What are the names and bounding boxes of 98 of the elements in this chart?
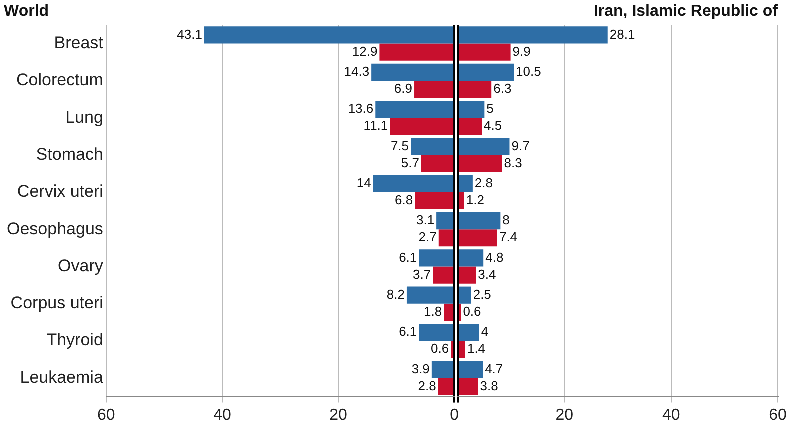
- data-label: 2.8: [418, 378, 436, 394]
- bar: [438, 378, 454, 396]
- bar: [433, 266, 454, 284]
- bar: [432, 361, 454, 378]
- bar: [459, 138, 510, 156]
- x-tick-label: 60: [98, 406, 116, 424]
- y-tick-label: Oesophagus: [7, 219, 104, 238]
- data-label: 6.1: [399, 250, 418, 265]
- data-label: 9.9: [512, 44, 531, 59]
- chart-title: Iran, Islamic Republic of: [594, 3, 779, 20]
- bar: [459, 212, 501, 230]
- data-label: 3.9: [412, 361, 430, 376]
- bar: [376, 101, 454, 118]
- data-label: 9.7: [512, 138, 530, 154]
- data-label: 3.1: [416, 212, 435, 228]
- data-label: 10.5: [516, 64, 542, 79]
- data-label: 6.3: [494, 81, 512, 96]
- data-label: 8.2: [386, 286, 405, 302]
- bar: [372, 64, 454, 81]
- y-tick-label: Leukaemia: [20, 368, 104, 387]
- data-label: 0.6: [430, 341, 450, 356]
- y-tick-label: Lung: [66, 108, 104, 127]
- y-tick-label: Cervix uteri: [17, 182, 104, 202]
- data-label: 5: [486, 101, 494, 116]
- bar: [459, 26, 608, 44]
- data-label: 6.9: [394, 81, 413, 96]
- data-label: 8: [502, 212, 510, 228]
- data-label: 4.8: [486, 250, 504, 265]
- data-label: 1.2: [466, 192, 484, 208]
- data-label: 3.8: [480, 378, 498, 394]
- x-tick-label: 40: [214, 406, 232, 424]
- bar: [444, 304, 454, 321]
- y-tick-label: Colorectum: [16, 70, 104, 90]
- data-label: 12.9: [352, 44, 378, 59]
- bar: [406, 286, 454, 304]
- data-label: 6.8: [395, 192, 414, 208]
- x-tick-label: 0: [450, 406, 460, 424]
- bar: [459, 44, 511, 61]
- bar: [459, 324, 480, 342]
- y-tick-label: Stomach: [36, 144, 104, 164]
- data-label: 6.1: [399, 324, 418, 340]
- bar: [459, 341, 466, 358]
- data-label: 8.3: [504, 155, 522, 170]
- bar: [438, 230, 454, 247]
- data-label: 11.1: [364, 118, 388, 134]
- y-tick-label: Breast: [54, 33, 104, 52]
- bar: [451, 341, 454, 358]
- x-tick-label: 20: [556, 406, 574, 424]
- bar: [390, 118, 454, 136]
- bar: [415, 192, 454, 210]
- data-label: 5.7: [401, 155, 420, 170]
- bar: [459, 361, 484, 378]
- data-label: 13.6: [348, 101, 374, 116]
- bar: [459, 230, 498, 247]
- data-label: 7.4: [499, 230, 518, 245]
- bar: [459, 80, 492, 98]
- data-label: 2.7: [418, 230, 437, 245]
- data-label: 1.4: [467, 341, 486, 356]
- bar: [204, 26, 454, 44]
- data-label: 4.5: [484, 118, 502, 134]
- data-label: 28.1: [610, 26, 636, 42]
- bar: [459, 175, 473, 192]
- chart-title: World: [4, 3, 50, 20]
- bar: [459, 266, 476, 284]
- bar: [459, 118, 482, 136]
- y-tick-label: Thyroid: [46, 330, 104, 350]
- data-label: 43.1: [177, 26, 202, 42]
- bar: [459, 378, 478, 396]
- data-label: 7.5: [390, 138, 410, 154]
- data-label: 2.8: [474, 175, 494, 190]
- y-tick-label: Corpus uteri: [10, 294, 104, 313]
- data-label: 3.4: [478, 266, 496, 282]
- bar: [421, 155, 454, 172]
- x-tick-label: 40: [662, 406, 680, 424]
- bar: [380, 44, 454, 61]
- x-tick-label: 20: [330, 406, 348, 424]
- bar: [414, 80, 454, 98]
- bar: [459, 250, 484, 267]
- bar: [459, 286, 472, 304]
- data-label: 4.7: [485, 361, 504, 376]
- bar: [459, 192, 464, 210]
- bar: [436, 212, 454, 230]
- data-label: 3.7: [413, 266, 432, 282]
- data-label: 4: [481, 324, 489, 340]
- data-label: 14: [356, 175, 372, 190]
- bar: [411, 138, 454, 156]
- bar: [459, 64, 514, 81]
- bar: [459, 155, 502, 172]
- data-label: 0.6: [463, 304, 482, 320]
- bar: [459, 101, 485, 118]
- x-tick-label: 60: [769, 406, 787, 424]
- data-label: 2.5: [473, 286, 492, 302]
- bar: [419, 250, 454, 267]
- bar: [373, 175, 454, 192]
- bar: [419, 324, 454, 342]
- y-tick-label: Ovary: [58, 256, 104, 276]
- data-label: 14.3: [344, 64, 370, 79]
- data-label: 1.8: [424, 304, 442, 320]
